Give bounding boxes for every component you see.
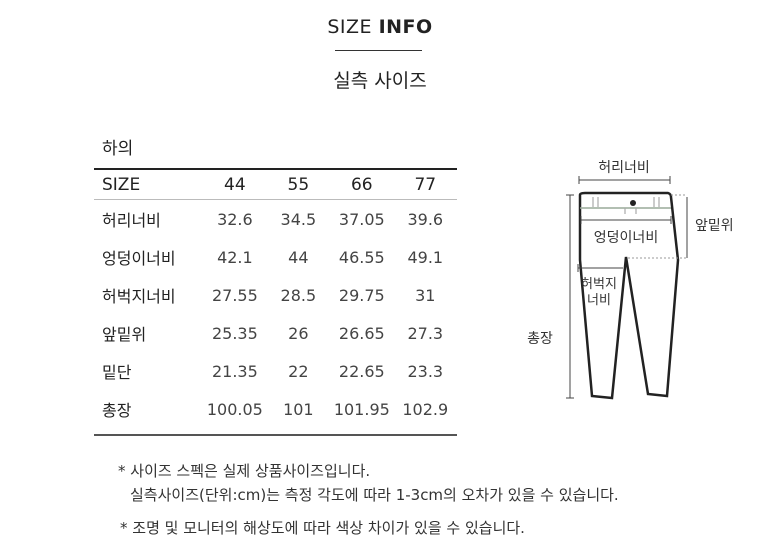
size-value: 37.05	[338, 209, 385, 229]
subtitle: 실측 사이즈	[333, 70, 427, 92]
size-value: 28.5	[280, 285, 317, 305]
row-label: 밑단	[102, 363, 132, 382]
length-label: 총장	[527, 331, 553, 347]
row-label: 엉덩이너비	[102, 249, 176, 268]
thigh-label-1: 허벅지	[581, 277, 617, 292]
table-header: SIZE 44 55 66 77	[94, 170, 457, 200]
header-cell: 66	[350, 174, 373, 195]
size-value: 26.65	[338, 323, 385, 343]
waist-label: 허리너비	[598, 160, 650, 176]
size-value: 44	[288, 247, 309, 267]
note-3: * 조명 및 모니터의 해상도에 따라 색상 차이가 있을 수 있습니다.	[120, 519, 525, 537]
size-value: 21.35	[211, 361, 258, 381]
title-light: SIZE	[327, 16, 373, 38]
pants-diagram: 허리너비 앞밑위 엉덩이너비 허벅지 너비 총장	[527, 160, 734, 400]
size-value: 34.5	[280, 209, 317, 229]
size-value: 27.55	[211, 285, 258, 305]
table-row: 총장 100.05 101 101.95 102.9	[94, 390, 457, 428]
size-value: 29.75	[338, 285, 385, 305]
table-row: 허벅지너비 27.55 28.5 29.75 31	[94, 276, 457, 314]
row-label: 앞밑위	[102, 325, 147, 344]
row-label: 허벅지너비	[102, 287, 176, 306]
table-row: 엉덩이너비 42.1 44 46.55 49.1	[94, 238, 457, 276]
title-bold: INFO	[378, 16, 433, 38]
size-value: 27.3	[407, 323, 444, 343]
size-value: 26	[288, 323, 309, 343]
table-row: 허리너비 32.6 34.5 37.05 39.6	[94, 200, 457, 238]
size-value: 49.1	[407, 247, 444, 267]
size-value: 25.35	[211, 323, 258, 343]
page-title: SIZE INFO	[0, 16, 760, 38]
pants-outline-icon	[578, 191, 680, 400]
thigh-label-2: 너비	[587, 293, 611, 308]
hip-label: 엉덩이너비	[594, 230, 658, 246]
row-label: 허리너비	[102, 211, 161, 230]
size-value: 100.05	[206, 399, 263, 419]
size-value: 39.6	[407, 209, 444, 229]
title-divider	[335, 50, 422, 51]
size-value: 31	[415, 285, 436, 305]
size-value: 32.6	[217, 209, 253, 229]
category-label: 하의	[94, 136, 457, 170]
rise-label: 앞밑위	[695, 218, 734, 234]
note-1: * 사이즈 스펙은 실제 상품사이즈입니다.	[118, 462, 371, 480]
row-label: 총장	[102, 401, 132, 420]
size-value: 102.9	[402, 399, 449, 419]
size-value: 23.3	[407, 361, 444, 381]
size-value: 22.65	[338, 361, 385, 381]
table-row: 밑단 21.35 22 22.65 23.3	[94, 352, 457, 390]
size-value: 101.95	[333, 399, 390, 419]
size-value: 42.1	[217, 247, 253, 267]
header-cell: SIZE	[102, 174, 141, 195]
header-cell: 77	[414, 174, 437, 195]
header-cell: 55	[287, 174, 310, 195]
note-2: 실측사이즈(단위:cm)는 측정 각도에 따라 1-3cm의 오차가 있을 수 …	[130, 486, 619, 504]
size-table: 하의 SIZE 44 55 66 77 허리너비 32.6 34.5 37.05 39.…	[94, 136, 457, 436]
size-value: 101	[283, 399, 314, 419]
header-cell: 44	[224, 174, 246, 195]
size-value: 46.55	[338, 247, 385, 267]
table-bottom-border	[94, 434, 457, 436]
table-row: 앞밑위 25.35 26 26.65 27.3	[94, 314, 457, 352]
size-value: 22	[288, 361, 309, 381]
